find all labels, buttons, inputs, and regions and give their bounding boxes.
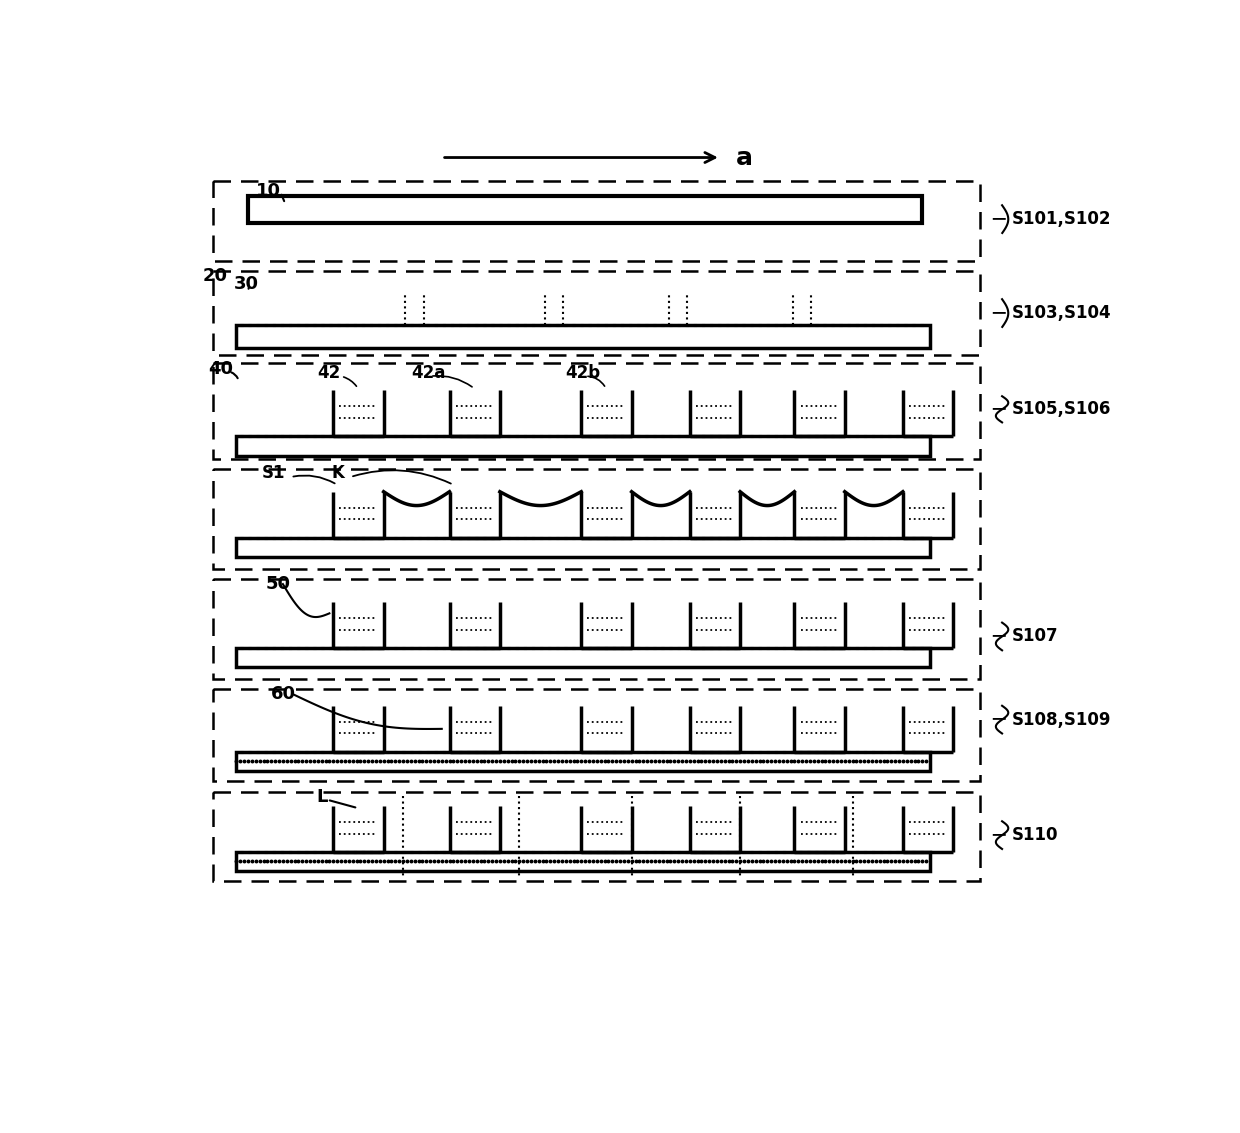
Text: a: a	[737, 145, 753, 170]
Text: S110: S110	[1012, 826, 1058, 844]
Text: ─: ─	[992, 303, 1004, 323]
Text: ─: ─	[992, 825, 1004, 845]
Text: S108,S109: S108,S109	[1012, 710, 1111, 729]
Bar	[237, 436, 930, 455]
Text: 42b: 42b	[565, 364, 601, 382]
Text: S101,S102: S101,S102	[1012, 210, 1111, 228]
Bar	[237, 325, 930, 348]
Text: K: K	[332, 465, 345, 483]
Text: 42a: 42a	[410, 364, 445, 382]
Text: 40: 40	[207, 359, 233, 377]
Text: 20: 20	[203, 267, 228, 286]
Text: ─: ─	[992, 709, 1004, 730]
Text: ─: ─	[992, 627, 1004, 647]
Bar	[237, 648, 930, 667]
Text: S105,S106: S105,S106	[1012, 400, 1111, 418]
Text: ─: ─	[992, 210, 1004, 229]
Text: S107: S107	[1012, 628, 1058, 646]
Text: 60: 60	[272, 685, 296, 704]
Text: 50: 50	[265, 576, 291, 593]
Text: L: L	[316, 787, 327, 806]
Text: ─: ─	[992, 399, 1004, 419]
Text: 10: 10	[255, 182, 280, 201]
Text: S1: S1	[262, 465, 285, 483]
Text: S103,S104: S103,S104	[1012, 304, 1111, 322]
Bar	[237, 852, 930, 871]
Bar	[237, 538, 930, 557]
Text: 42: 42	[317, 364, 341, 382]
Bar	[248, 196, 923, 223]
Text: 30: 30	[234, 275, 259, 292]
Bar	[237, 752, 930, 772]
